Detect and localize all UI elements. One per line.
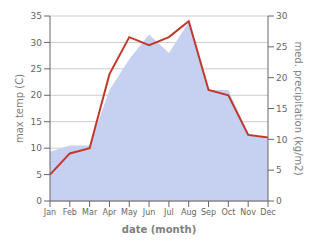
svg-text:30: 30 — [31, 38, 43, 48]
svg-text:May: May — [121, 208, 138, 217]
svg-text:20: 20 — [276, 73, 288, 83]
svg-text:10: 10 — [31, 143, 43, 153]
svg-text:max temp (C): max temp (C) — [14, 74, 25, 143]
svg-text:5: 5 — [36, 170, 42, 180]
svg-text:Sep: Sep — [201, 208, 216, 217]
svg-text:20: 20 — [31, 90, 43, 100]
svg-text:med. precipitation (kg/m2): med. precipitation (kg/m2) — [293, 41, 304, 175]
svg-text:Jan: Jan — [43, 208, 56, 217]
svg-text:25: 25 — [276, 42, 287, 52]
svg-text:0: 0 — [36, 196, 42, 206]
svg-text:15: 15 — [31, 117, 42, 127]
svg-text:Nov: Nov — [240, 208, 256, 217]
svg-text:Jul: Jul — [163, 208, 174, 217]
svg-text:Feb: Feb — [63, 208, 77, 217]
svg-text:Apr: Apr — [103, 208, 118, 217]
svg-text:Dec: Dec — [260, 208, 275, 217]
svg-text:10: 10 — [276, 135, 288, 145]
svg-text:date (month): date (month) — [122, 224, 196, 235]
svg-text:5: 5 — [276, 165, 282, 175]
svg-text:Aug: Aug — [181, 208, 197, 217]
svg-text:Jun: Jun — [142, 208, 156, 217]
svg-text:25: 25 — [31, 64, 42, 74]
svg-text:Oct: Oct — [221, 208, 235, 217]
svg-text:15: 15 — [276, 104, 287, 114]
svg-text:35: 35 — [31, 11, 42, 21]
svg-text:0: 0 — [276, 196, 282, 206]
svg-text:Mar: Mar — [82, 208, 98, 217]
svg-text:30: 30 — [276, 11, 288, 21]
